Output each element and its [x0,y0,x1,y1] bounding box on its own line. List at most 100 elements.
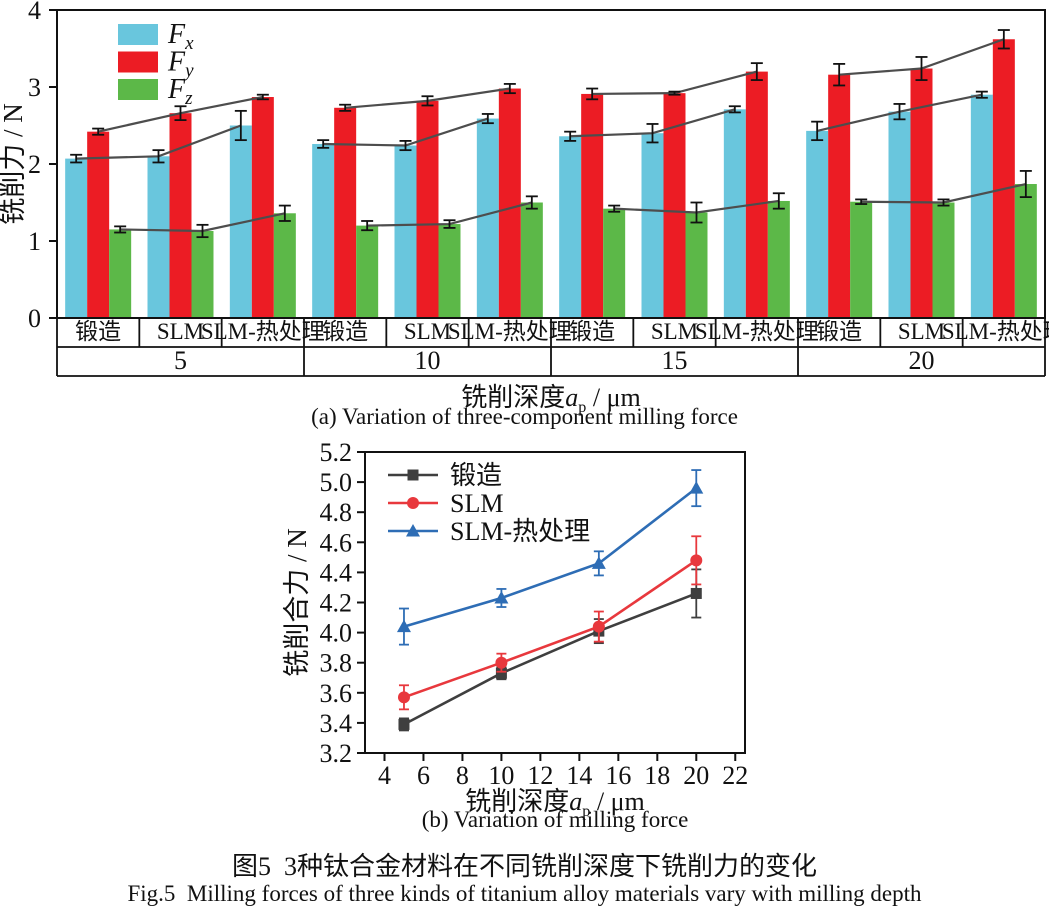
x-axis-tick-label: 8 [456,761,469,790]
chart-b-frame [364,451,746,754]
line-chart-resultant-force: 3.23.43.63.84.04.24.44.64.85.05.2 4 6 8 10 12… [282,438,748,790]
figure-caption-english: Fig.5 Milling forces of three kinds of t… [127,881,922,906]
material-label: 锻造 [75,319,121,344]
chart-a-xlabel-prefix: 铣削深度 [461,383,566,412]
bar-Fy-SLM-热处理-5 [251,97,274,318]
bar-Fz-SLM-20 [932,202,955,318]
bar-Fz-SLM-15 [685,212,708,318]
chart-a-x-axis-title: 铣削深度ap / μm [57,377,1045,417]
chart-b-xlabel-subscript: p [582,803,591,821]
chart-a-y-axis-title: 铣削力 / N [0,103,28,225]
bar-Fy-锻造-20 [828,74,851,319]
x-axis-tick-label: 6 [417,761,430,790]
bar-Fx-锻造-10 [312,143,335,318]
bar-Fy-SLM-热处理-15 [745,71,768,318]
x-axis-tick-label: 18 [644,761,670,790]
legend-swatch-Fz [118,79,158,100]
series-line-SLM-热处理 [403,487,698,628]
y-axis-tick-label: 3.6 [320,679,353,708]
bar-Fy-SLM-10 [416,100,439,318]
bar-Fz-SLM-热处理-5 [273,213,296,318]
marker-square [398,718,410,730]
y-axis-tick-label: 4.0 [320,619,353,648]
marker-circle [592,620,605,633]
legend-swatch-Fx [118,24,158,45]
material-label: SLM-热处理 [695,319,819,344]
bar-Fz-锻造-15 [603,208,626,318]
chart-b-xlabel-variable: a [569,787,583,816]
bar-Fy-SLM-5 [169,113,192,319]
bar-Fx-SLM-20 [888,111,911,318]
material-label: SLM-热处理 [942,319,1049,344]
marker-triangle [494,590,509,604]
x-axis-tick-label: 4 [378,761,391,790]
chart-a-xlabel-subscript: p [578,399,587,417]
material-label: 锻造 [816,319,862,344]
y-axis-tick-label: 5.0 [320,468,353,497]
marker-square [495,667,507,679]
x-axis-tick-label: 22 [722,761,748,790]
marker-square [690,587,702,599]
y-axis-tick-label: 3.8 [320,649,353,678]
y-axis-tick-label: 5.2 [320,438,353,467]
y-axis-tick-label: 4.4 [320,558,353,587]
bar-Fz-SLM-5 [191,230,214,318]
chart-b-y-axis-title: 铣削合力 / N [282,528,312,677]
bar-Fz-SLM-热处理-10 [520,202,543,318]
y-axis-tick-label: 1 [28,227,41,256]
marker-square [407,469,419,481]
marker-circle [690,554,703,567]
material-label: 锻造 [569,319,615,344]
bar-Fx-SLM-15 [641,133,664,318]
legend-label-SLM-热处理: SLM-热处理 [450,517,590,546]
material-label: 锻造 [322,319,368,344]
error-bars-layer [70,29,1032,239]
material-label: SLM [157,319,204,344]
legend-label-SLM: SLM [450,489,503,518]
bar-Fy-SLM-热处理-10 [498,88,521,318]
marker-circle [397,691,410,704]
series-line-SLM [403,559,698,699]
y-axis-tick-label: 0 [28,304,41,333]
bar-Fz-锻造-10 [356,225,379,318]
chart-b-xlabel-unit: / μm [590,787,645,816]
bar-Fx-SLM-热处理-15 [723,109,746,318]
y-axis-tick-label: 4.8 [320,498,353,527]
marker-triangle [396,619,411,633]
bar-Fx-锻造-15 [559,136,582,318]
bar-Fz-SLM-10 [438,224,461,318]
chart-b-caption: (b) Variation of milling force [421,807,689,832]
bar-Fy-SLM-15 [663,93,686,318]
bar-Fx-锻造-20 [806,130,829,318]
marker-circle [495,656,508,669]
depth-label: 10 [415,346,441,375]
bar-Fx-SLM-10 [394,145,417,318]
bar-Fz-SLM-热处理-15 [767,200,790,318]
y-axis-tick-label: 3.4 [320,709,353,738]
chart-b-xlabel-prefix: 铣削深度 [465,787,570,816]
chart-a-xlabel-unit: / μm [586,383,641,412]
bar-Fz-锻造-20 [850,201,873,318]
y-axis-tick-label: 4.2 [320,589,353,618]
marker-circle [407,497,419,509]
bar-Fz-SLM-热处理-20 [1014,184,1037,318]
bar-Fz-锻造-5 [109,229,132,318]
chart-a-caption: (a) Variation of three-component milling… [311,404,738,429]
bar-Fx-锻造-5 [65,158,88,318]
y-axis-tick-label: 3 [28,73,41,102]
x-axis-tick-label: 12 [527,761,553,790]
material-label: SLM-热处理 [448,319,572,344]
bar-Fy-锻造-10 [334,107,357,318]
x-axis-tick-label: 16 [605,761,631,790]
y-axis-tick-label: 4 [28,0,41,25]
x-axis-tick-label: 14 [566,761,592,790]
legend-label-Fx: Fx [167,19,194,54]
bars-layer [65,39,1037,319]
depth-label: 5 [174,346,187,375]
depth-label: 20 [909,346,935,375]
material-label: SLM [651,319,698,344]
legend-swatch-Fy [118,51,158,73]
y-axis-tick-label: 3.2 [320,739,353,768]
material-label: SLM-热处理 [201,319,325,344]
